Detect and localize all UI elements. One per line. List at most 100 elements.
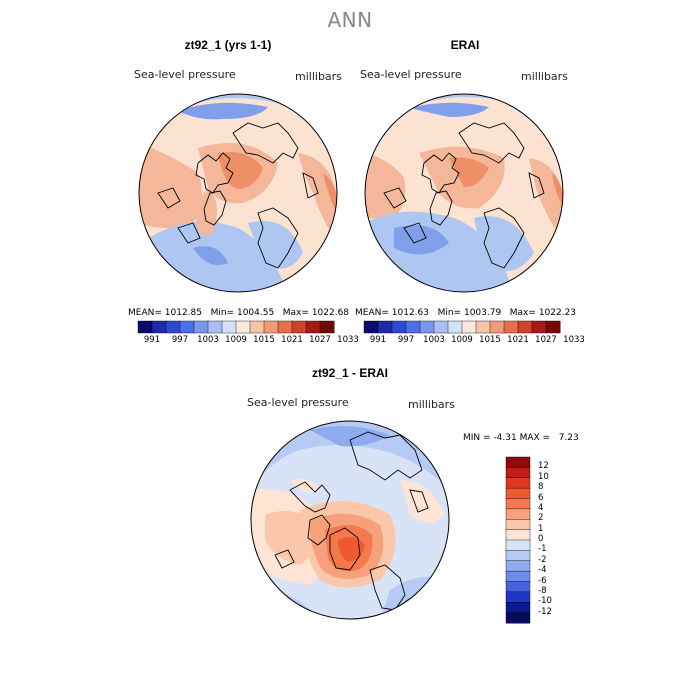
- colorbar-tick-label: 1003: [197, 335, 219, 345]
- colorbar-swatch: [505, 539, 531, 551]
- colorbar-swatch: [193, 320, 209, 334]
- panel-variable-obs: Sea-level pressure: [360, 68, 462, 81]
- colorbar-tick-label: 1033: [337, 335, 359, 345]
- contour-lower-north: [409, 102, 489, 117]
- contour-low-southeast: [474, 216, 534, 271]
- colorbar-swatch: [505, 467, 531, 479]
- colorbar-tick-label: -2: [538, 554, 547, 565]
- colorbar-swatch: [179, 320, 195, 334]
- colorbar-tick-label: 1015: [253, 335, 275, 345]
- colorbar-swatch: [235, 320, 251, 334]
- colorbar-swatch: [505, 591, 531, 603]
- colorbar-swatch: [305, 320, 321, 334]
- contour-neg2-north: [310, 426, 390, 447]
- colorbar-swatch: [517, 320, 533, 334]
- colorbar-model: [137, 320, 335, 334]
- colorbar-swatch: [545, 320, 561, 334]
- polar-map-model: [138, 93, 338, 293]
- panel-title-diff: zt92_1 - ERAI: [311, 366, 389, 380]
- colorbar-swatch: [505, 570, 531, 583]
- colorbar-swatch: [447, 320, 463, 334]
- colorbar-swatch: [505, 498, 531, 510]
- contour-stronghigh-east: [552, 173, 563, 208]
- colorbar-obs: [363, 320, 561, 334]
- panel-units-model: millibars: [295, 70, 342, 83]
- colorbar-swatch: [505, 508, 531, 520]
- colorbar-swatch: [505, 560, 531, 572]
- colorbar-tick-label: 10: [538, 471, 549, 482]
- main-title: ANN: [327, 8, 373, 32]
- colorbar-tick-label: 1015: [479, 335, 501, 345]
- colorbar-swatch: [505, 550, 531, 562]
- colorbar-tick-label: 4: [538, 502, 544, 513]
- contour-stronghigh-arctic: [449, 157, 489, 188]
- colorbar-swatch: [363, 320, 379, 334]
- colorbar-tick-label: -10: [538, 596, 552, 607]
- colorbar-swatch: [419, 320, 435, 334]
- colorbar-swatch: [461, 320, 477, 334]
- colorbar-swatch: [505, 581, 531, 593]
- contour-high-west: [139, 143, 202, 228]
- colorbar-swatch: [489, 320, 505, 334]
- colorbar-tick-label: 991: [143, 335, 161, 345]
- colorbar-swatch: [505, 477, 531, 489]
- panel-title-model: zt92_1 (yrs 1-1): [184, 38, 272, 52]
- colorbar-tick-label: 1021: [507, 335, 529, 345]
- colorbar-swatch: [137, 320, 153, 334]
- colorbar-ticks-obs: 991 997 1003 1009 1015 1021 1027 1033: [364, 335, 585, 347]
- colorbar-tick-label: 8: [538, 482, 544, 493]
- contour-high-west: [365, 153, 406, 218]
- colorbar-swatch: [263, 320, 279, 334]
- colorbar-swatch: [433, 320, 449, 334]
- colorbar-swatch: [165, 320, 181, 334]
- panel-variable-diff: Sea-level pressure: [247, 396, 349, 409]
- colorbar-swatch: [319, 320, 335, 334]
- contour-neg-north: [251, 421, 449, 490]
- diff-minmax: MIN = -4.31 MAX = 7.23: [463, 433, 579, 443]
- colorbar-tick-label: 1027: [309, 335, 331, 345]
- colorbar-tick-label: -1: [538, 544, 547, 555]
- colorbar-swatch: [505, 519, 531, 531]
- colorbar-tick-label: 2: [538, 513, 544, 524]
- panel-title-obs: ERAI: [450, 38, 480, 52]
- colorbar-swatch: [391, 320, 407, 334]
- map-border: [138, 93, 338, 293]
- colorbar-swatch: [221, 320, 237, 334]
- colorbar-diff: [505, 456, 531, 624]
- colorbar-tick-label: 997: [171, 335, 189, 345]
- coastlines: [383, 122, 545, 269]
- colorbar-swatch: [405, 320, 421, 334]
- map-border: [250, 420, 450, 620]
- colorbar-swatch: [207, 320, 223, 334]
- colorbar-swatch: [475, 320, 491, 334]
- contour-stronghigh-east: [323, 173, 337, 213]
- colorbar-swatch: [249, 320, 265, 334]
- colorbar-tick-label: 1009: [451, 335, 473, 345]
- contour-lower-north: [178, 102, 268, 120]
- colorbar-swatch: [291, 320, 307, 334]
- colorbar-tick-label: 1009: [225, 335, 247, 345]
- polar-map-obs: [364, 93, 564, 293]
- colorbar-tick-label: 1003: [423, 335, 445, 345]
- colorbar-swatch: [377, 320, 393, 334]
- colorbar-tick-label: 6: [538, 492, 544, 503]
- panel-units-diff: millibars: [408, 398, 455, 411]
- panel-stats-model: MEAN= 1012.85 Min= 1004.55 Max= 1022.68: [128, 308, 350, 318]
- colorbar-tick-label: -4: [538, 565, 547, 576]
- coastlines: [157, 122, 319, 269]
- map-border: [364, 93, 564, 293]
- colorbar-swatch: [505, 529, 531, 541]
- colorbar-swatch: [505, 487, 531, 500]
- colorbar-tick-label: 1027: [535, 335, 557, 345]
- colorbar-ticks-model: 991 997 1003 1009 1015 1021 1027 1033: [138, 335, 359, 347]
- colorbar-swatch: [531, 320, 547, 334]
- colorbar-tick-label: -12: [538, 606, 552, 617]
- colorbar-swatch: [505, 456, 531, 468]
- colorbar-swatch: [277, 320, 293, 334]
- colorbar-tick-label: -8: [538, 585, 547, 596]
- colorbar-swatch: [151, 320, 167, 334]
- colorbar-tick-label: 997: [397, 335, 415, 345]
- colorbar-tick-label: -6: [538, 575, 547, 586]
- panel-variable-model: Sea-level pressure: [134, 68, 236, 81]
- colorbar-swatch: [505, 612, 531, 624]
